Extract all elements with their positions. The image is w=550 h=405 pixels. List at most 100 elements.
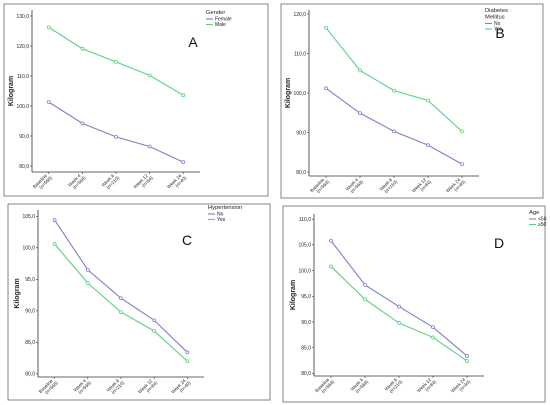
chart-panel-a: 80,0 90,0 100,0 110,0 120,0 130,0 Kilogram Base… xyxy=(0,0,275,202)
data-point-b-0 xyxy=(426,143,430,148)
data-point-a-1 xyxy=(46,25,51,30)
data-point-a-1 xyxy=(181,93,186,98)
data-point-b-1 xyxy=(426,98,430,103)
legend-entry-d-0: <50 xyxy=(538,217,547,223)
panel-frame-a xyxy=(3,3,269,197)
data-point-d-0 xyxy=(363,283,367,287)
y-tick-label-c: 80,0 xyxy=(25,372,35,378)
data-point-a-0 xyxy=(114,134,118,139)
data-point-d-1 xyxy=(465,359,469,363)
y-tick-label-a: 90,0 xyxy=(19,134,29,140)
panel-frame-d xyxy=(282,205,546,403)
data-point-b-0 xyxy=(324,86,328,91)
data-point-c-0 xyxy=(85,267,90,272)
chart-svg-d: 80,085,090,095,0100,0105,0110,0KilogramB… xyxy=(282,205,547,403)
y-axis-label-b: Kilogram xyxy=(285,78,292,108)
data-point-b-0 xyxy=(460,162,464,167)
legend-entry-b-1: Yes xyxy=(494,27,503,33)
data-point-a-1 xyxy=(80,46,85,51)
data-point-d-1 xyxy=(431,335,435,340)
data-point-c-0 xyxy=(52,218,57,222)
data-point-d-0 xyxy=(397,304,401,309)
series-line-c-1 xyxy=(54,243,188,362)
chart-svg-a: 80,090,0100,0110,0120,0130,0KilogramBase… xyxy=(3,3,269,197)
y-tick-label-b: 90,0 xyxy=(296,130,306,136)
y-tick-label-a: 100,0 xyxy=(16,104,29,110)
legend-title-d: Age xyxy=(529,210,539,216)
legend-entry-c-0: No xyxy=(217,212,224,218)
data-point-b-0 xyxy=(392,129,396,134)
data-point-d-0 xyxy=(431,325,435,330)
data-point-a-0 xyxy=(80,121,85,126)
y-tick-label-c: 100,0 xyxy=(22,246,35,252)
chart-svg-c: 80,085,090,095,0100,0105,0KilogramBaseli… xyxy=(7,203,271,401)
data-point-a-1 xyxy=(114,60,118,64)
y-tick-label-d: 90,0 xyxy=(301,320,311,326)
y-axis-label-d: Kilogram xyxy=(290,280,297,310)
legend-entry-b-0: No xyxy=(494,21,501,27)
y-axis-label-c: Kilogram xyxy=(14,278,21,308)
y-axis-label-a: Kilogram xyxy=(8,76,15,106)
legend-entry-a-0: Female xyxy=(215,17,232,23)
panel-letter-b: B xyxy=(495,25,504,41)
data-point-b-1 xyxy=(392,88,396,93)
series-line-a-0 xyxy=(48,101,184,163)
legend-entry-c-1: Yes xyxy=(217,217,226,223)
data-point-b-1 xyxy=(358,68,362,73)
series-line-b-0 xyxy=(325,87,463,165)
data-point-b-1 xyxy=(460,129,464,134)
data-point-d-0 xyxy=(465,354,469,358)
series-line-c-0 xyxy=(54,219,188,353)
y-tick-label-a: 120,0 xyxy=(16,44,29,50)
series-line-d-0 xyxy=(330,240,468,357)
legend-entry-a-1: Male xyxy=(215,22,226,28)
y-tick-label-d: 105,0 xyxy=(298,243,311,249)
y-tick-label-d: 100,0 xyxy=(298,268,311,274)
y-tick-label-a: 80,0 xyxy=(19,164,29,170)
panel-frame-c xyxy=(7,203,271,401)
data-point-a-0 xyxy=(147,144,152,149)
data-point-c-1 xyxy=(52,242,57,246)
panel-letter-c: C xyxy=(182,232,192,248)
y-tick-label-d: 85,0 xyxy=(301,346,311,352)
data-point-d-1 xyxy=(363,297,367,302)
data-point-c-1 xyxy=(152,329,157,333)
legend-title-a: Gender xyxy=(206,10,225,16)
data-point-c-1 xyxy=(85,281,90,286)
y-tick-label-c: 85,0 xyxy=(25,340,35,346)
legend-title-c: Hypertension xyxy=(208,205,242,211)
legend-title-b: Mellitus xyxy=(485,15,505,21)
data-point-c-0 xyxy=(119,296,123,301)
data-point-c-1 xyxy=(119,310,123,314)
chart-svg-b: 80,090,0100,0110,0120,0KilogramBaseline(… xyxy=(280,3,544,199)
data-point-d-1 xyxy=(329,264,333,269)
y-tick-label-b: 120,0 xyxy=(293,12,306,18)
data-point-a-1 xyxy=(147,73,152,78)
panel-letter-a: A xyxy=(188,34,198,50)
y-tick-label-a: 110,0 xyxy=(17,74,29,80)
data-point-a-0 xyxy=(46,100,51,104)
data-point-a-0 xyxy=(181,160,186,165)
y-tick-label-d: 110,0 xyxy=(299,217,311,223)
y-tick-label-b: 110,0 xyxy=(294,51,306,57)
chart-panel-c: 80,0 85,0 90,0 95,0 100,0 105,0 Kilogram Baseli… xyxy=(0,202,275,405)
y-tick-label-c: 95,0 xyxy=(25,277,35,283)
legend-entry-d-1: ≥50 xyxy=(538,222,547,228)
data-point-c-0 xyxy=(152,318,157,323)
panel-letter-d: D xyxy=(494,235,504,251)
y-tick-label-d: 80,0 xyxy=(301,371,311,377)
data-point-c-0 xyxy=(185,350,190,355)
panel-frame-b xyxy=(280,3,544,199)
y-tick-label-c: 90,0 xyxy=(25,309,35,315)
data-point-d-0 xyxy=(329,238,333,243)
y-tick-label-b: 100,0 xyxy=(293,91,306,97)
data-point-c-1 xyxy=(185,359,190,364)
legend-title-b: Diabetes xyxy=(485,8,508,14)
chart-panel-d: 80,0 85,0 90,0 95,0 100,0 105,0 110,0 Kilogram B… xyxy=(275,202,550,405)
series-line-d-1 xyxy=(330,266,468,362)
chart-panel-b: 80,0 90,0 100,0 110,0 120,0 Kilogram Baseline(… xyxy=(275,0,550,202)
data-point-d-1 xyxy=(397,321,401,325)
data-point-b-0 xyxy=(358,111,362,116)
data-point-b-1 xyxy=(324,25,328,30)
y-tick-label-c: 105,0 xyxy=(22,214,35,220)
